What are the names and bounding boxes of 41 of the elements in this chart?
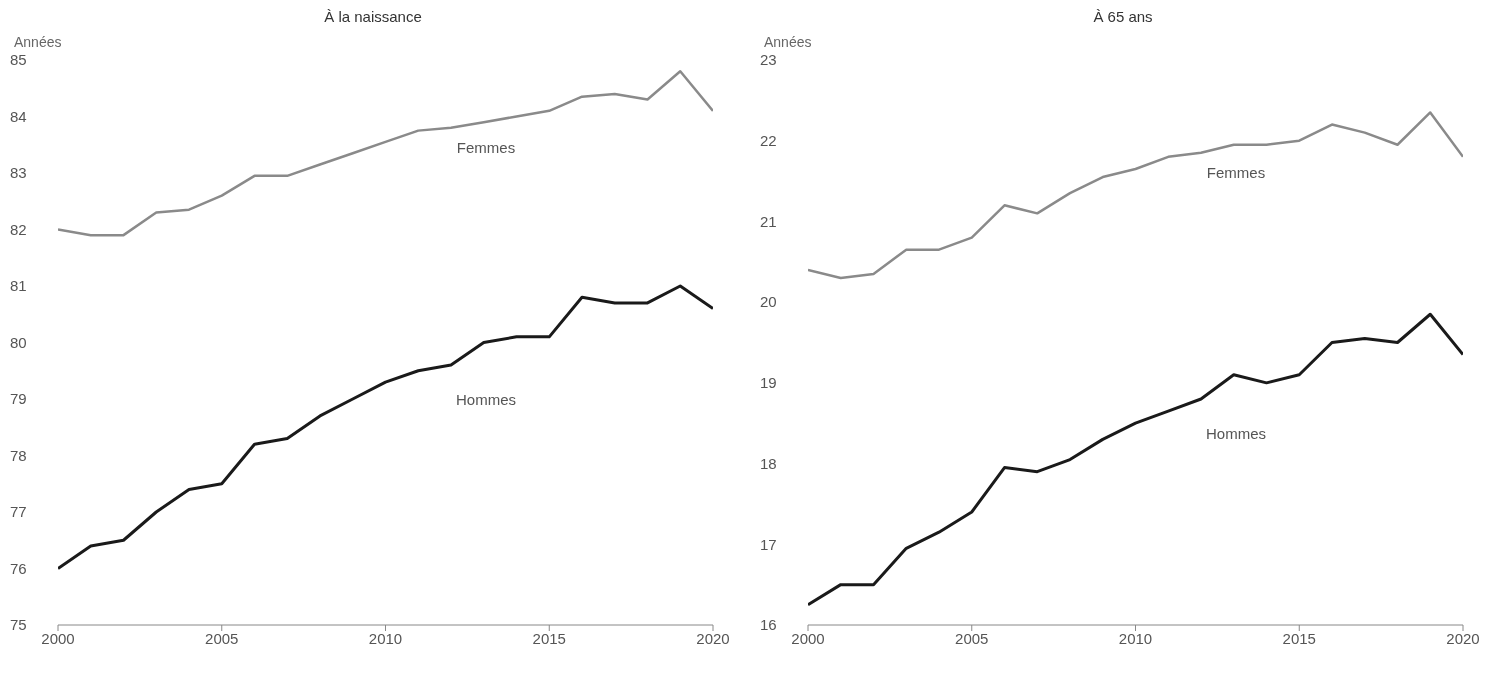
series-label: Femmes: [1206, 163, 1266, 181]
y-tick-label: 16: [760, 616, 777, 634]
chart-title: À 65 ans: [1092, 8, 1154, 27]
chart-title: À la naissance: [323, 8, 423, 27]
x-tick-label: 2015: [532, 629, 566, 647]
series-label: Femmes: [456, 138, 516, 156]
x-tick-label: 2010: [1118, 629, 1153, 647]
y-tick-label: 80: [10, 333, 27, 351]
x-tick-label: 2020: [696, 629, 730, 647]
x-tick-label: 2005: [955, 629, 989, 647]
y-tick-label: 21: [760, 212, 777, 230]
series-label: Hommes: [455, 391, 517, 409]
y-tick-label: 19: [760, 374, 777, 392]
x-tick-label: 2005: [205, 629, 239, 647]
y-tick-label: 81: [10, 277, 27, 295]
y-tick-label: 77: [10, 503, 27, 521]
y-axis-title: Années: [14, 34, 62, 50]
x-tick-label: 2000: [791, 629, 825, 647]
y-axis-title: Années: [764, 34, 812, 50]
y-tick-label: 78: [10, 446, 27, 464]
y-tick-label: 85: [10, 51, 27, 69]
series-label: Hommes: [1205, 425, 1267, 442]
x-tick-label: 2000: [41, 629, 75, 647]
y-tick-label: 20: [760, 293, 777, 311]
y-tick-label: 23: [760, 51, 777, 69]
x-tick-label: 2020: [1446, 629, 1480, 647]
y-tick-label: 18: [760, 454, 777, 472]
y-tick-label: 79: [10, 390, 27, 408]
line-series: [808, 111, 1463, 280]
line-series: [58, 284, 713, 570]
y-tick-label: 82: [10, 220, 27, 238]
y-tick-label: 17: [760, 535, 777, 553]
y-tick-label: 22: [760, 132, 777, 150]
x-tick-label: 2015: [1282, 629, 1316, 647]
y-tick-label: 76: [10, 559, 27, 577]
y-tick-label: 84: [10, 107, 27, 125]
line-series: [808, 312, 1463, 607]
y-tick-label: 75: [10, 616, 27, 634]
x-tick-label: 2010: [368, 629, 403, 647]
y-tick-label: 83: [10, 164, 27, 182]
line-series: [58, 70, 713, 237]
